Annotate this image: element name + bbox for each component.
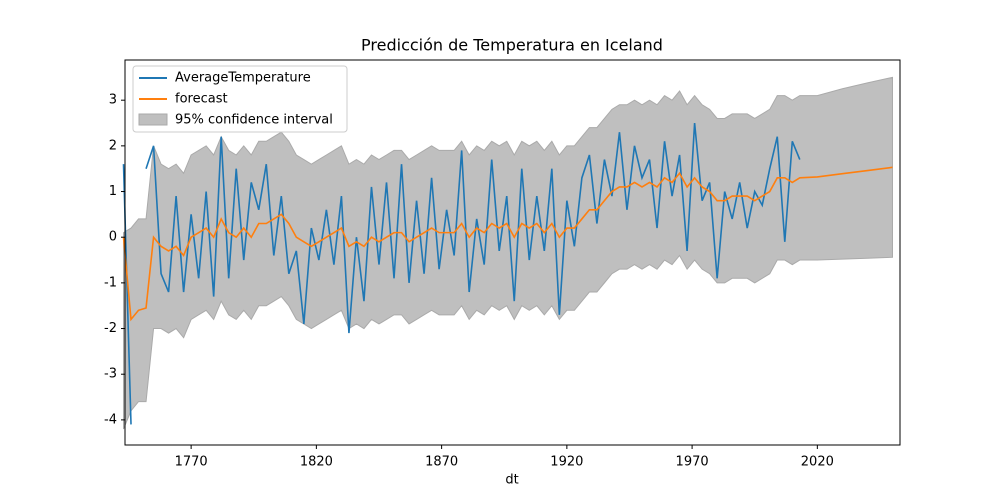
x-tick-label: 1970	[676, 455, 709, 470]
legend-label: 95% confidence interval	[175, 113, 333, 128]
legend-box	[132, 65, 348, 133]
y-tick-label: -3	[104, 367, 117, 382]
legend-swatch	[138, 113, 168, 126]
x-tick-label: 1770	[175, 455, 208, 470]
x-tick-label: 1820	[300, 455, 333, 470]
y-tick-label: 2	[109, 138, 117, 153]
plot-frame	[124, 59, 901, 446]
y-tick-label: 1	[109, 184, 117, 199]
legend-label: forecast	[175, 92, 228, 107]
y-tick-label: -2	[104, 321, 117, 336]
y-tick-label: -1	[104, 275, 117, 290]
y-tick-label: -4	[104, 412, 117, 427]
x-tick-label: 1920	[550, 455, 583, 470]
confidence-band	[122, 76, 893, 430]
y-tick-label: 0	[109, 230, 117, 245]
chart-title: Predicción de Temperatura en Iceland	[361, 36, 663, 55]
x-axis-label: dt	[505, 473, 518, 488]
series-line	[122, 166, 893, 322]
legend-label: AverageTemperature	[175, 71, 311, 86]
x-tick-label: 1870	[425, 455, 458, 470]
x-tick-label: 2020	[801, 455, 834, 470]
y-tick-label: 3	[109, 93, 117, 108]
